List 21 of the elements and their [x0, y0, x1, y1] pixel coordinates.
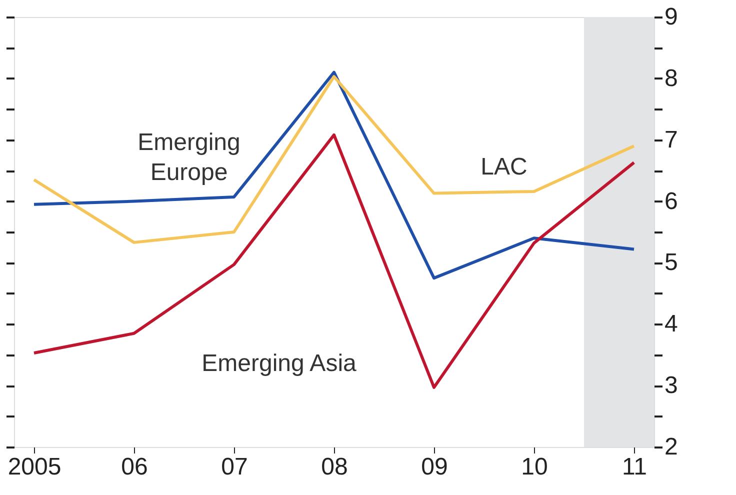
line-series: [32, 75, 636, 244]
y-tick-label: 9: [664, 4, 678, 30]
y-tick-label: 6: [664, 188, 678, 215]
series-label: LAC: [480, 154, 528, 180]
y-tick-label: 7: [664, 126, 678, 154]
y-tick-label: 3: [664, 372, 678, 400]
x-tick-label: 06: [121, 454, 148, 480]
y-tick-label: 2: [664, 434, 678, 460]
line-series: [32, 70, 636, 280]
y-tick-label: 4: [664, 310, 678, 338]
x-tick-label: 11: [622, 454, 647, 480]
y-tick-label: 8: [664, 64, 678, 92]
x-tick-label: 07: [221, 454, 248, 480]
x-tick-label: 2005: [8, 454, 62, 480]
y-tick-label: 5: [664, 249, 678, 276]
x-tick-label: 09: [421, 454, 448, 480]
x-tick-label: 10: [521, 454, 548, 480]
x-tick-label: 08: [321, 454, 348, 480]
text: Emerging Asia: [202, 350, 358, 378]
series-label: Emerging Europe: [138, 128, 240, 186]
line-series: [32, 133, 636, 389]
